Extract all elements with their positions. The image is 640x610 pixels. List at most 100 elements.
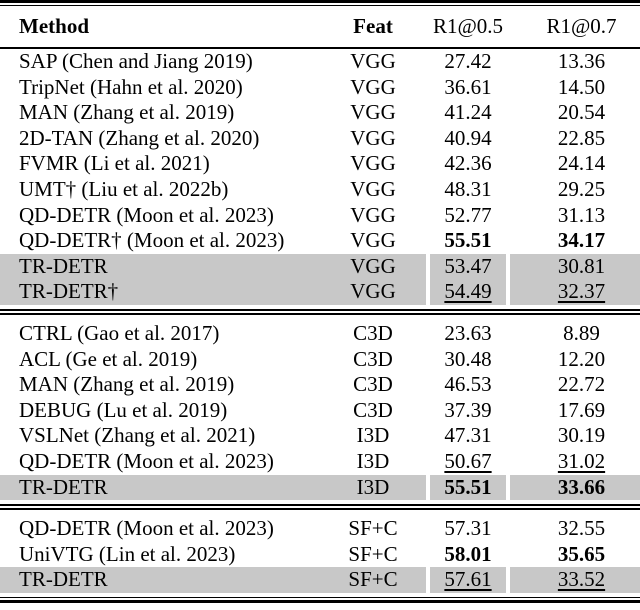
cell-r1-07: 33.66 [510,474,640,501]
cell-r1-05: 30.48 [430,346,510,373]
metric-value: 55.51 [444,474,492,499]
cell-r1-05: 52.77 [430,202,510,229]
metric-value: 40.94 [444,125,492,150]
column-header-r1-07: R1@0.7 [546,14,617,38]
cell-feat: VGG [340,125,430,152]
metric-value: 31.13 [557,202,606,227]
cell-r1-05: 55.51 [430,474,510,501]
cell-method: QD-DETR (Moon et al. 2023) [19,448,274,473]
cell-r1-07: 31.02 [510,449,640,475]
metric-value: 34.17 [557,228,606,253]
header-rule [0,47,640,49]
cell-feat: C3D [340,397,430,424]
table-row: MAN (Zhang et al. 2019) VGG 41.24 20.54 [0,100,640,126]
metric-value: 57.61 [444,567,492,592]
cell-r1-07: 29.25 [510,177,640,203]
cell-method: QD-DETR† (Moon et al. 2023) [19,228,285,253]
cell-feat: VGG [340,228,430,254]
cell-method: FVMR (Li et al. 2021) [19,151,210,176]
cell-r1-07: 14.50 [510,75,640,101]
table-row: TR-DETR I3D 55.51 33.66 [0,474,640,501]
cell-r1-07: 32.37 [510,279,640,305]
metric-value: 47.31 [444,423,492,448]
metric-value: 14.50 [557,74,606,99]
cell-method: DEBUG (Lu et al. 2019) [19,397,228,422]
table-section-sf-c: QD-DETR (Moon et al. 2023) SF+C 57.31 32.55… [0,516,640,593]
cell-feat: SF+C [340,567,430,593]
table-row: FVMR (Li et al. 2021) VGG 42.36 24.14 [0,151,640,177]
table-body: SAP (Chen and Jiang 2019) VGG 27.42 13.36 Tr… [0,49,640,593]
metric-value: 33.66 [557,474,606,499]
cell-feat: VGG [340,253,430,280]
metric-value: 27.42 [444,49,492,73]
cell-feat: VGG [340,100,430,126]
table-row: SAP (Chen and Jiang 2019) VGG 27.42 13.36 [0,49,640,75]
cell-feat: C3D [340,346,430,373]
table-row: QD-DETR (Moon et al. 2023) SF+C 57.31 32.55 [0,516,640,542]
top-rule [0,0,640,6]
cell-r1-07: 31.13 [510,203,640,229]
cell-r1-05: 27.42 [430,49,510,75]
metric-value: 36.61 [444,74,492,99]
metric-value: 12.20 [557,346,606,371]
cell-method: SAP (Chen and Jiang 2019) [19,49,253,73]
metric-value: 32.55 [557,516,606,541]
metric-value: 58.01 [444,541,492,566]
cell-method: CTRL (Gao et al. 2017) [19,320,220,345]
table-section-vgg: SAP (Chen and Jiang 2019) VGG 27.42 13.36 Tr… [0,49,640,305]
cell-r1-07: 33.52 [510,567,640,593]
metric-value: 55.51 [444,228,492,253]
cell-r1-05: 53.47 [430,253,510,280]
cell-r1-07: 30.19 [510,423,640,449]
cell-r1-05: 57.31 [430,516,510,542]
cell-method: TR-DETR [0,567,340,593]
cell-feat: VGG [340,202,430,229]
metric-value: 48.31 [444,176,492,201]
cell-feat: VGG [340,176,430,203]
cell-r1-05: 55.51 [430,228,510,254]
metric-value: 30.48 [444,346,492,371]
metric-value: 30.81 [557,253,606,278]
cell-r1-07: 22.85 [510,126,640,152]
cell-method: MAN (Zhang et al. 2019) [19,372,235,397]
cell-feat: VGG [340,151,430,177]
metric-value: 46.53 [444,372,492,397]
cell-method: 2D-TAN (Zhang et al. 2020) [19,125,260,150]
metric-value: 13.36 [557,49,606,73]
cell-feat: VGG [340,74,430,101]
metric-value: 8.89 [563,320,600,345]
cell-r1-05: 36.61 [430,74,510,101]
cell-r1-07: 17.69 [510,398,640,424]
metric-value: 29.25 [557,176,606,201]
cell-r1-07: 35.65 [510,542,640,568]
column-header-method: Method [19,14,89,38]
cell-feat: C3D [340,372,430,398]
table-section-c3d-i3d: CTRL (Gao et al. 2017) C3D 23.63 8.89 ACL (G… [0,320,640,501]
cell-method: VSLNet (Zhang et al. 2021) [19,423,256,448]
table-row: MAN (Zhang et al. 2019) C3D 46.53 22.72 [0,372,640,398]
cell-feat: C3D [340,320,430,347]
metric-value: 52.77 [444,202,492,227]
metric-value: 42.36 [444,151,492,176]
table-row: UniVTG (Lin et al. 2023) SF+C 58.01 35.65 [0,541,640,568]
table-row: 2D-TAN (Zhang et al. 2020) VGG 40.94 22.85 [0,125,640,152]
cell-r1-07: 30.81 [510,253,640,280]
cell-method: TR-DETR [0,253,340,280]
table-row: TR-DETR SF+C 57.61 33.52 [0,567,640,593]
cell-r1-07: 22.72 [510,372,640,398]
cell-r1-07: 32.55 [510,516,640,542]
table-row: CTRL (Gao et al. 2017) C3D 23.63 8.89 [0,320,640,347]
metric-value: 33.52 [557,567,606,592]
cell-r1-07: 13.36 [510,49,640,75]
cell-r1-05: 23.63 [430,320,510,347]
metric-value: 53.47 [444,253,492,278]
metric-value: 35.65 [557,541,606,566]
cell-feat: I3D [340,474,430,501]
cell-method: TripNet (Hahn et al. 2020) [19,74,243,99]
cell-feat: I3D [340,448,430,475]
table-row: ACL (Ge et al. 2019) C3D 30.48 12.20 [0,346,640,373]
cell-r1-07: 24.14 [510,151,640,177]
cell-r1-05: 40.94 [430,125,510,152]
cell-r1-05: 50.67 [430,448,510,475]
table-row: UMT† (Liu et al. 2022b) VGG 48.31 29.25 [0,176,640,203]
